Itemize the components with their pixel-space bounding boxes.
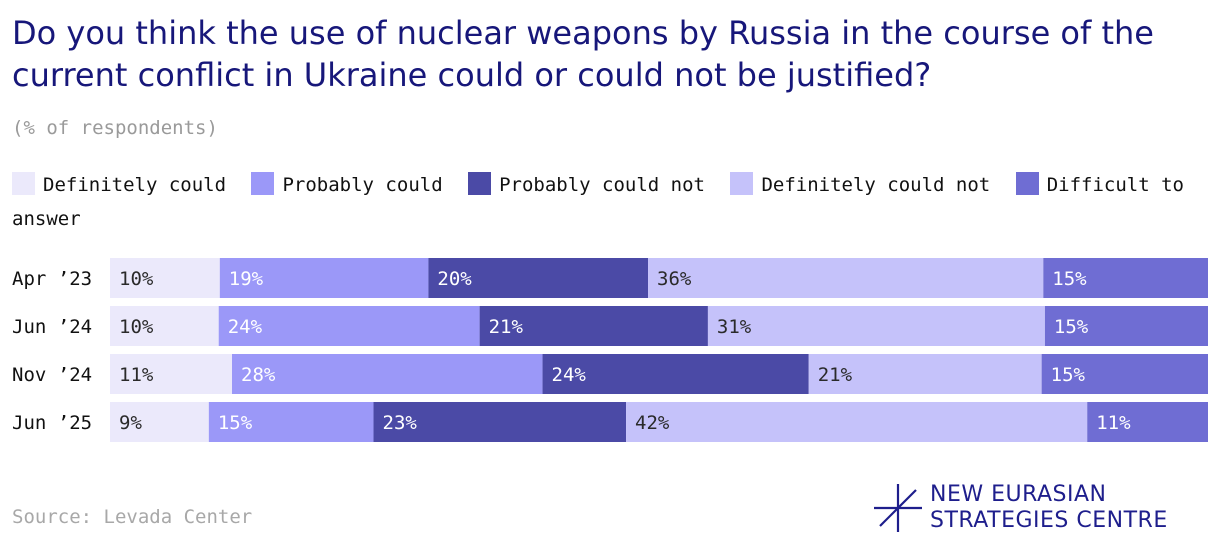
legend-label: Probably could not xyxy=(499,174,705,196)
legend-label: Difficult to answer xyxy=(12,174,1184,230)
category-label: Jun ’25 xyxy=(12,412,92,434)
star-cross-icon xyxy=(874,484,922,532)
category-label: Jun ’24 xyxy=(12,316,92,338)
chart-title: Do you think the use of nuclear weapons … xyxy=(12,14,1154,94)
bar-segment xyxy=(479,306,708,346)
bar-value-label: 10% xyxy=(119,268,154,290)
bar-value-label: 31% xyxy=(717,316,752,338)
logo-line-1: NEW EURASIAN xyxy=(930,482,1107,507)
bar-segment xyxy=(110,306,219,346)
bar-value-label: 11% xyxy=(119,364,154,386)
bar-segment xyxy=(648,258,1044,298)
bar-value-label: 19% xyxy=(229,268,264,290)
bar-segment xyxy=(208,402,374,442)
bar-segment xyxy=(110,402,209,442)
bar-value-label: 42% xyxy=(635,412,670,434)
bar-segment xyxy=(232,354,543,394)
bar-value-label: 11% xyxy=(1096,412,1131,434)
bar-segment xyxy=(542,354,809,394)
bar-segment xyxy=(219,258,429,298)
legend: Definitely could Probably could Probably… xyxy=(12,168,1192,236)
bar-value-label: 21% xyxy=(818,364,853,386)
bar-value-label: 24% xyxy=(228,316,263,338)
legend-label: Definitely could not xyxy=(761,174,991,196)
bar-segment xyxy=(218,306,480,346)
bar-segment xyxy=(1087,402,1208,442)
bar-value-label: 36% xyxy=(657,268,692,290)
bar-segment xyxy=(707,306,1045,346)
logo-line-2: STRATEGIES CENTRE xyxy=(930,508,1168,533)
logo-text: NEW EURASIAN STRATEGIES CENTRE xyxy=(930,482,1168,534)
legend-swatch xyxy=(468,172,492,195)
category-label: Apr ’23 xyxy=(12,268,92,290)
chart-subtitle: (% of respondents) xyxy=(12,117,218,139)
legend-item-difficult-to-answer: Difficult to answer xyxy=(12,172,1184,230)
bar-value-label: 24% xyxy=(552,364,587,386)
legend-item-definitely-could: Definitely could xyxy=(12,172,227,196)
bar-segment xyxy=(626,402,1088,442)
legend-label: Probably could xyxy=(282,174,443,196)
bar-value-label: 10% xyxy=(119,316,154,338)
bar-value-label: 15% xyxy=(218,412,253,434)
bar-segment xyxy=(110,354,232,394)
category-label: Nov ’24 xyxy=(12,364,92,386)
bar-value-label: 15% xyxy=(1054,316,1089,338)
legend-swatch xyxy=(730,172,754,195)
bar-segment xyxy=(428,258,649,298)
legend-swatch xyxy=(251,172,275,195)
bar-value-label: 9% xyxy=(119,412,142,434)
bar-segment xyxy=(1041,354,1208,394)
bar-value-label: 15% xyxy=(1052,268,1087,290)
legend-item-probably-could: Probably could xyxy=(251,172,443,196)
legend-swatch xyxy=(12,172,35,195)
bar-segment xyxy=(373,402,627,442)
legend-swatch xyxy=(1015,172,1039,195)
legend-label: Definitely could xyxy=(43,174,227,196)
bar-value-label: 28% xyxy=(241,364,276,386)
source-note: Source: Levada Center xyxy=(12,506,253,528)
bar-value-label: 20% xyxy=(437,268,472,290)
bar-segment xyxy=(808,354,1042,394)
bar-value-label: 21% xyxy=(489,316,524,338)
legend-item-probably-could-not: Probably could not xyxy=(468,172,705,196)
organization-logo: NEW EURASIAN STRATEGIES CENTRE xyxy=(872,482,1212,534)
bar-segment xyxy=(110,258,220,298)
stacked-bar-chart: Apr ’23 10% 19% 20% 36% 15% Jun ’24 10% 24% 21% 31… xyxy=(12,258,1208,442)
bar-segment xyxy=(1043,258,1208,298)
legend-item-definitely-could-not: Definitely could not xyxy=(730,172,991,196)
bar-segment xyxy=(1044,306,1208,346)
bar-value-label: 23% xyxy=(383,412,418,434)
bar-value-label: 15% xyxy=(1051,364,1086,386)
